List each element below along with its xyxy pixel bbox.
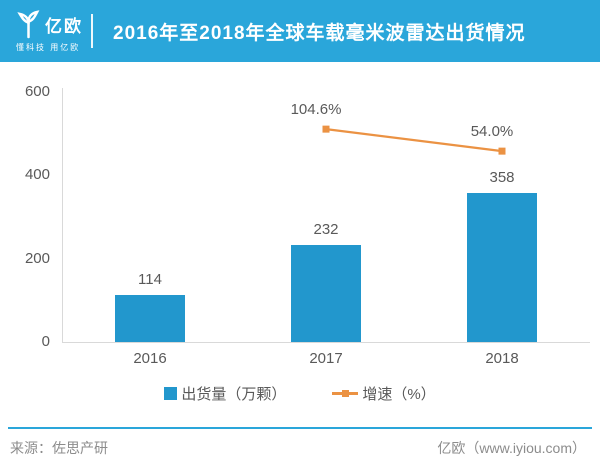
y-tick-400: 400 bbox=[24, 166, 50, 184]
y-tick-0: 0 bbox=[41, 333, 50, 350]
legend-dot-icon bbox=[342, 390, 350, 397]
y-axis-line bbox=[62, 88, 63, 342]
bar-2018 bbox=[467, 192, 537, 342]
growth-value-label: 54.0% bbox=[470, 123, 514, 141]
legend-item-growth: 增速（%） bbox=[332, 383, 436, 404]
x-tick-2016: 2016 bbox=[133, 350, 167, 367]
iyiou-logo-icon bbox=[17, 9, 40, 38]
bar-2017 bbox=[291, 245, 361, 342]
header-divider bbox=[91, 14, 93, 48]
x-tick-2018: 2018 bbox=[485, 350, 519, 367]
brand-tagline: 懂科技 用亿欧 bbox=[16, 42, 81, 52]
x-tick-2017: 2017 bbox=[309, 350, 343, 367]
bar-value-label: 114 bbox=[138, 270, 162, 288]
legend-label: 出货量（万颗） bbox=[181, 386, 287, 403]
footer: 来源：佐思产研 亿欧（www.iyiou.com） bbox=[0, 438, 600, 458]
footer-divider bbox=[8, 427, 592, 429]
growth-value-label: 104.6% bbox=[290, 101, 342, 119]
header: 亿欧 懂科技 用亿欧 2016年至2018年全球车载毫米波雷达出货情况 bbox=[0, 0, 600, 62]
legend-item-shipments: 出货量（万颗） bbox=[164, 383, 286, 404]
growth-line-marker bbox=[322, 125, 330, 133]
bar-2016 bbox=[115, 294, 185, 342]
bar-value-label: 232 bbox=[313, 221, 339, 239]
y-tick-200: 200 bbox=[24, 249, 50, 267]
site-credit: 亿欧（www.iyiou.com） bbox=[437, 440, 586, 456]
chart-legend: 出货量（万颗） 增速（%） bbox=[0, 383, 600, 404]
legend-square-swatch-icon bbox=[164, 387, 178, 400]
source-credit: 来源：佐思产研 bbox=[10, 440, 108, 456]
legend-line-dot-swatch-icon bbox=[332, 389, 359, 398]
bar-value-label: 358 bbox=[489, 168, 515, 186]
chart-title: 2016年至2018年全球车载毫米波雷达出货情况 bbox=[113, 22, 526, 44]
y-tick-600: 600 bbox=[24, 83, 50, 100]
brand-logo: 亿欧 懂科技 用亿欧 bbox=[16, 9, 83, 53]
growth-line-marker bbox=[498, 147, 506, 155]
brand-logo-row: 亿欧 bbox=[16, 9, 83, 39]
x-axis-line bbox=[62, 342, 590, 343]
brand-name: 亿欧 bbox=[45, 16, 83, 36]
legend-label: 增速（%） bbox=[362, 386, 436, 403]
